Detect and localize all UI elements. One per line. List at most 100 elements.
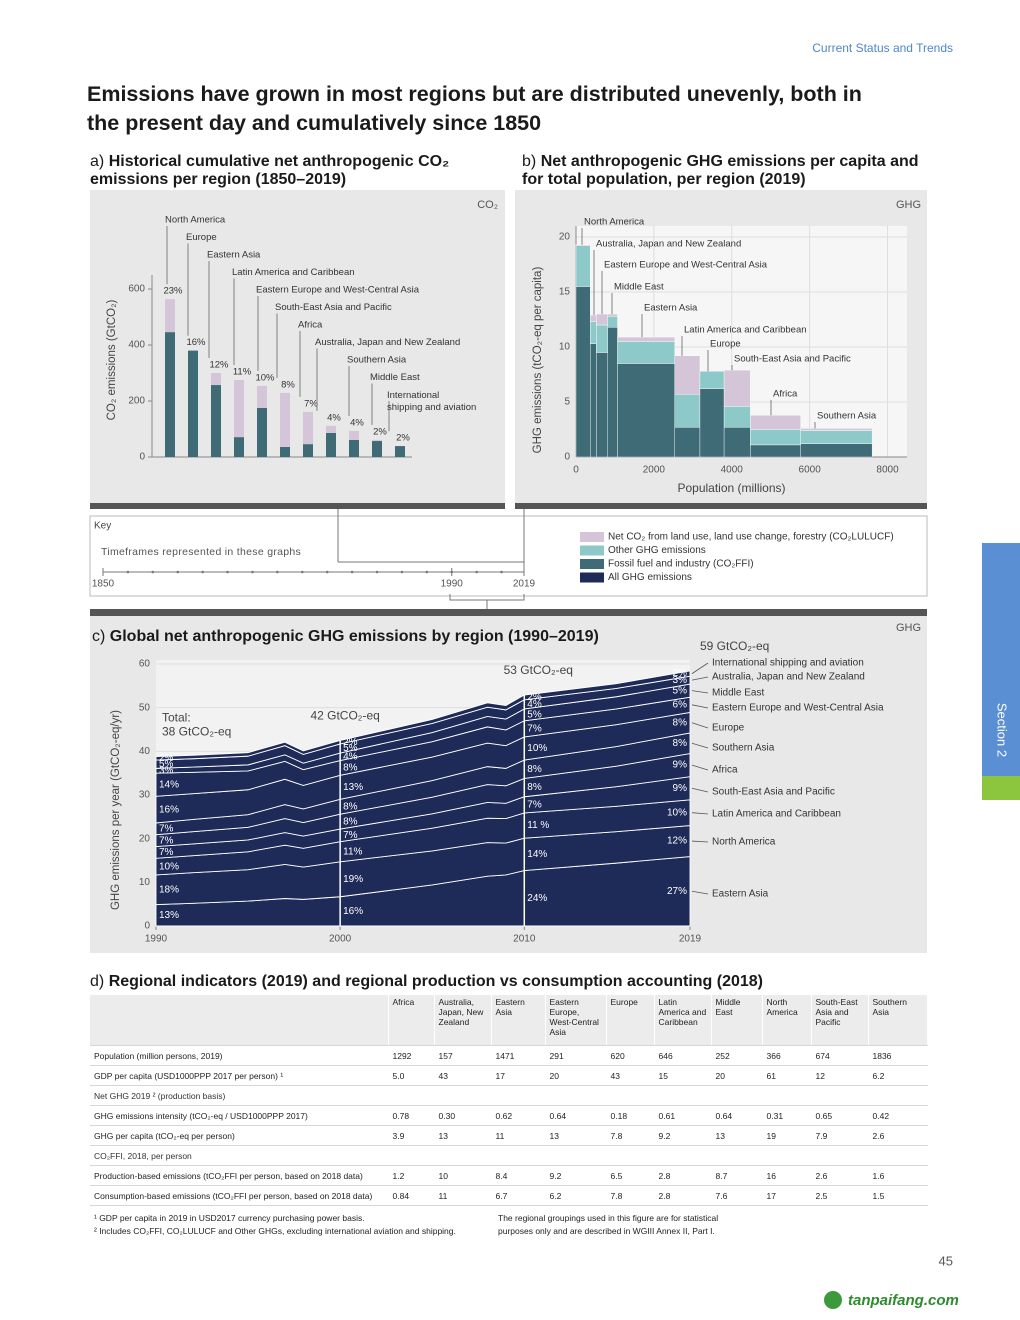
timeline-dot bbox=[425, 570, 429, 574]
data-row: Consumption-based emissions (tCO₂FFI per… bbox=[90, 1185, 928, 1206]
bar-segment bbox=[280, 446, 290, 457]
bar-segment bbox=[596, 352, 608, 458]
legend-label: Fossil fuel and industry (CO₂FFI) bbox=[608, 559, 754, 570]
empty-cell bbox=[868, 1085, 928, 1106]
table-cell: 20 bbox=[711, 1065, 763, 1086]
section-row: Net GHG 2019 ² (production basis) bbox=[90, 1085, 928, 1106]
bar-segment bbox=[723, 406, 751, 428]
bar-segment bbox=[257, 408, 267, 457]
y-tick-label: 10 bbox=[139, 877, 151, 888]
share-label: 13% bbox=[343, 782, 363, 793]
panel-c-rule bbox=[90, 609, 927, 616]
region-label: South-East Asia and Pacific bbox=[734, 354, 851, 365]
panel-c-title: c) Global net anthropogenic GHG emission… bbox=[92, 628, 712, 646]
timeline-dot bbox=[126, 570, 130, 574]
share-label: 5% bbox=[343, 743, 358, 754]
timeline-dot bbox=[325, 570, 329, 574]
series-label: Latin America and Caribbean bbox=[712, 809, 841, 820]
table-cell: 0.65 bbox=[811, 1105, 869, 1126]
region-label: Southern Asia bbox=[817, 411, 877, 422]
y-tick-label: 40 bbox=[139, 746, 151, 757]
share-label: 8% bbox=[343, 816, 358, 827]
table-cell: 7.8 bbox=[606, 1185, 655, 1206]
column-header: Eastern Asia bbox=[491, 995, 546, 1046]
bar-segment bbox=[674, 394, 701, 428]
share-label: 2% bbox=[673, 668, 688, 679]
region-label: Latin America and Caribbean bbox=[684, 325, 807, 336]
row-label: Consumption-based emissions (tCO₂FFI per… bbox=[90, 1185, 389, 1206]
share-label: 8% bbox=[527, 782, 542, 793]
empty-cell bbox=[654, 1145, 712, 1166]
table-cell: 2.8 bbox=[654, 1165, 712, 1186]
table-cell: 0.30 bbox=[434, 1105, 492, 1126]
category-label: Africa bbox=[298, 320, 323, 331]
leader-line bbox=[691, 890, 709, 895]
series-label: Africa bbox=[712, 765, 738, 776]
share-label: 14% bbox=[159, 779, 179, 790]
table-cell: 2.5 bbox=[811, 1185, 869, 1206]
share-label: 8% bbox=[673, 717, 688, 728]
panel-title: Historical cumulative net anthropogenic … bbox=[90, 153, 450, 188]
table-cell: 5.0 bbox=[388, 1065, 435, 1086]
bar-segment bbox=[211, 385, 221, 457]
table-wrap: Africa Australia, Japan, New Zealand Easte… bbox=[90, 995, 928, 1206]
region-label: Eastern Europe and West-Central Asia bbox=[604, 260, 768, 271]
watermark: tanpaifang.com bbox=[848, 1292, 959, 1309]
bar-segment bbox=[607, 313, 618, 317]
bar-segment bbox=[211, 373, 221, 386]
x-tick-label: 2019 bbox=[679, 934, 702, 945]
legend-label: All GHG emissions bbox=[608, 572, 692, 583]
share-label: 4% bbox=[350, 417, 364, 428]
bar-segment bbox=[617, 341, 675, 364]
share-label: 10% bbox=[667, 807, 687, 818]
share-label: 2% bbox=[373, 426, 387, 437]
y-axis-label: GHG emissions (tCO₂-eq per capita) bbox=[532, 267, 544, 454]
panel-b-rule bbox=[515, 503, 927, 509]
timeline-dot bbox=[475, 570, 478, 574]
table-cell: 11 bbox=[434, 1185, 492, 1206]
running-header: Current Status and Trends bbox=[812, 41, 953, 55]
leader-line bbox=[691, 742, 709, 749]
table-cell: 674 bbox=[811, 1045, 869, 1066]
data-row: Population (million persons, 2019) 1292 15… bbox=[90, 1045, 928, 1066]
empty-cell bbox=[811, 1085, 869, 1106]
bar-segment bbox=[607, 316, 618, 328]
empty-cell bbox=[762, 1145, 812, 1166]
bar-segment bbox=[750, 415, 801, 430]
timeline-dot bbox=[375, 570, 379, 574]
corner-cell bbox=[90, 995, 389, 1046]
table-cell: 0.64 bbox=[711, 1105, 763, 1126]
y-tick-label: 0 bbox=[144, 921, 150, 932]
table-cell: 15 bbox=[654, 1065, 712, 1086]
bar-segment bbox=[395, 446, 405, 457]
region-label: Europe bbox=[710, 339, 741, 350]
share-label: 2% bbox=[343, 737, 358, 748]
share-label: 16% bbox=[159, 804, 179, 815]
series-label: Middle East bbox=[712, 688, 764, 699]
bar-segment bbox=[674, 427, 701, 458]
empty-cell bbox=[606, 1085, 655, 1106]
bar-segment bbox=[165, 332, 175, 457]
table-cell: 620 bbox=[606, 1045, 655, 1066]
table-cell: 1.6 bbox=[868, 1165, 928, 1186]
share-label: 5% bbox=[527, 710, 542, 721]
timeline-dot bbox=[276, 570, 279, 574]
timeline-dot bbox=[176, 570, 180, 574]
category-label: Eastern Asia bbox=[207, 250, 261, 261]
bar-segment bbox=[750, 444, 801, 458]
panel-title: Global net anthropogenic GHG emissions b… bbox=[109, 628, 599, 645]
share-label: 8% bbox=[343, 801, 358, 812]
share-label: 11% bbox=[233, 367, 252, 378]
table-cell: 10 bbox=[434, 1165, 492, 1186]
table-cell: 7.8 bbox=[606, 1125, 655, 1146]
share-label: 4% bbox=[527, 699, 542, 710]
y-axis-label: CO₂ emissions (GtCO₂) bbox=[106, 299, 118, 420]
y-tick-label: 200 bbox=[128, 396, 145, 407]
leader-line bbox=[691, 812, 709, 815]
table-cell: 7.6 bbox=[711, 1185, 763, 1206]
bar-segment bbox=[617, 363, 675, 458]
timeline-dot bbox=[251, 570, 254, 574]
data-row: GDP per capita (USD1000PPP 2017 per pers… bbox=[90, 1065, 928, 1086]
table-cell: 6.2 bbox=[545, 1185, 607, 1206]
table-cell: 9.2 bbox=[654, 1125, 712, 1146]
